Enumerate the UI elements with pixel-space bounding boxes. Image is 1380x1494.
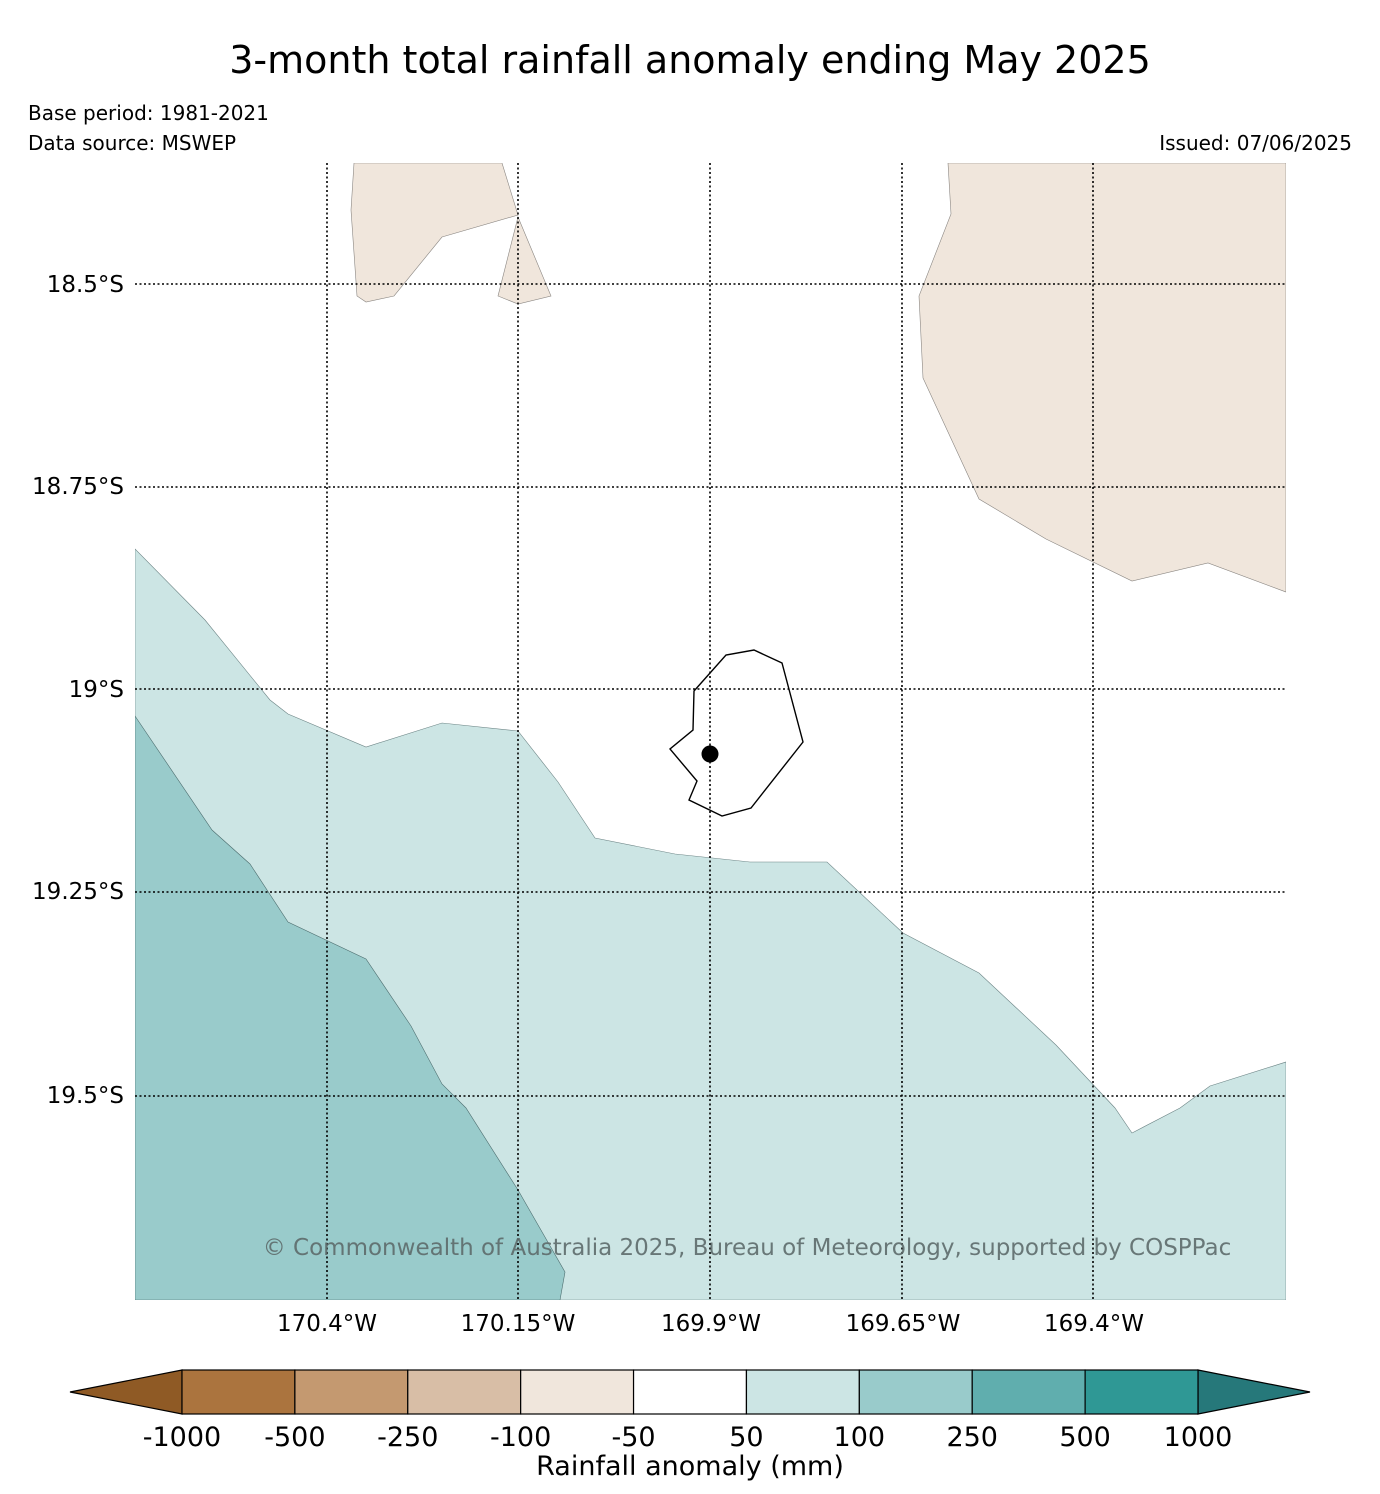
colorbar-segment	[1084, 1369, 1199, 1415]
colorbar-tick-label: 500	[1059, 1422, 1111, 1453]
colorbar-tick-label: -1000	[143, 1422, 221, 1453]
base-period: Base period: 1981-2021	[28, 101, 269, 125]
lon-label: 169.9°W	[661, 1311, 761, 1337]
lon-label: 169.4°W	[1044, 1311, 1144, 1337]
anomaly-region-100-250	[135, 715, 566, 1300]
colorbar-label: Rainfall anomaly (mm)	[536, 1451, 844, 1482]
colorbar-tick-label: 100	[834, 1422, 886, 1453]
lon-label: 170.15°W	[461, 1311, 576, 1337]
colorbar-tick-label: -500	[264, 1422, 325, 1453]
colorbar-tick-label: 1000	[1164, 1422, 1233, 1453]
colorbar-tick-label: -100	[490, 1422, 551, 1453]
colorbar-tick-label: -50	[612, 1422, 656, 1453]
colorbar-extend-low	[69, 1369, 183, 1415]
colorbar-tick-label: 250	[946, 1422, 998, 1453]
map-area: © Commonwealth of Australia 2025, Bureau…	[135, 163, 1286, 1300]
colorbar-segment	[407, 1369, 522, 1415]
data-source: Data source: MSWEP	[28, 131, 237, 155]
anomaly-region-minus100-minus50-a	[350, 163, 519, 303]
colorbar-segment	[858, 1369, 973, 1415]
colorbar-segment	[745, 1369, 860, 1415]
colorbar-segment	[971, 1369, 1086, 1415]
graticule	[135, 163, 1286, 1300]
lat-label: 19.5°S	[47, 1083, 124, 1109]
copyright-notice: © Commonwealth of Australia 2025, Bureau…	[263, 1235, 1232, 1261]
colorbar-tick-label: -250	[377, 1422, 438, 1453]
colorbar-tick-label: 50	[729, 1422, 763, 1453]
site-marker	[701, 745, 719, 763]
colorbar-segment	[520, 1369, 635, 1415]
map-title: 3-month total rainfall anomaly ending Ma…	[229, 38, 1151, 82]
colorbar-segment	[632, 1369, 748, 1415]
colorbar: -1000 -500 -250 -100 -50 50 100 250 500 1000	[69, 1369, 1311, 1453]
colorbar-segment	[181, 1369, 296, 1415]
lon-label: 169.65°W	[846, 1311, 961, 1337]
island-outline	[669, 649, 804, 817]
lat-label: 18.75°S	[32, 474, 124, 500]
anomaly-region-minus100-minus50-c	[918, 163, 1286, 593]
issued-date: Issued: 07/06/2025	[1159, 131, 1352, 155]
lat-label: 18.5°S	[47, 272, 124, 298]
colorbar-extend-high	[1197, 1369, 1311, 1415]
lat-label: 19.25°S	[32, 879, 124, 905]
colorbar-segment	[294, 1369, 409, 1415]
lat-label: 19°S	[69, 677, 124, 703]
lon-label: 170.4°W	[277, 1311, 377, 1337]
